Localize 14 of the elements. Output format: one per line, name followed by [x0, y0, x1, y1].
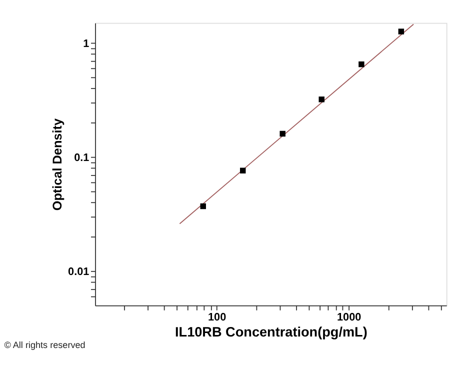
point — [200, 203, 206, 210]
x-tick-label: 1000 — [337, 311, 362, 324]
point — [318, 96, 324, 102]
point — [398, 28, 404, 34]
x-tick-label: 100 — [208, 311, 226, 324]
x-axis-title: IL10RB Concentration(pg/mL) — [174, 324, 368, 340]
y-axis-title: Optical Density — [50, 118, 65, 211]
text: © All rights reserved — [4, 340, 86, 350]
point — [358, 61, 364, 68]
y-tick-label: 0.1 — [74, 152, 90, 164]
y-tick-label: 1 — [83, 38, 90, 50]
y-tick-label: 0.01 — [68, 266, 90, 278]
point — [240, 168, 246, 174]
point — [280, 130, 286, 137]
